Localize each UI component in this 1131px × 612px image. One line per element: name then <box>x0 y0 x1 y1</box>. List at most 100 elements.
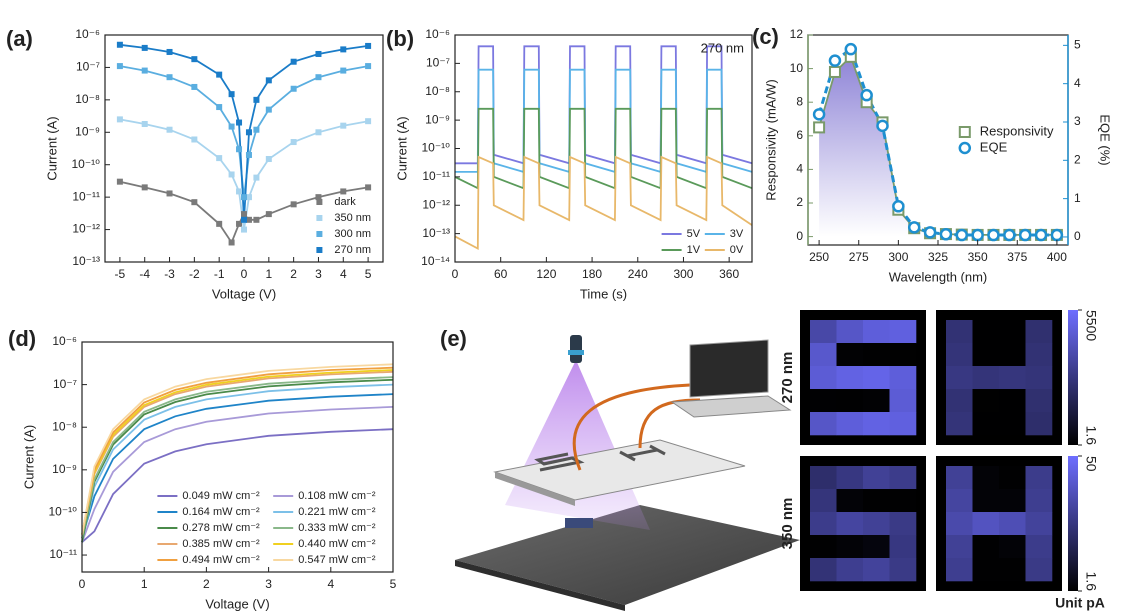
legend-label: 0.164 mW cm⁻² <box>182 506 260 518</box>
y-tick-label: 10⁻⁹ <box>75 124 100 138</box>
y-tick-label: 10⁻⁷ <box>76 60 100 74</box>
heatmap-cell <box>999 489 1026 513</box>
legend-label: 0.440 mW cm⁻² <box>298 538 376 550</box>
y2-tick-label: 4 <box>1074 76 1081 90</box>
light-source <box>570 335 582 363</box>
y2-tick-label: 3 <box>1074 114 1081 128</box>
data-point <box>315 129 322 136</box>
light-beam <box>505 360 650 530</box>
y-axis-label: Current (A) <box>21 425 36 489</box>
data-point <box>241 216 247 223</box>
data-point <box>860 88 873 102</box>
legend-label: 3V <box>730 228 744 240</box>
x-tick-label: 400 <box>1047 250 1067 264</box>
data-point <box>340 46 347 53</box>
series-line <box>81 376 394 539</box>
data-point <box>265 156 272 163</box>
data-point <box>245 129 252 136</box>
legend-label: 0.221 mW cm⁻² <box>298 506 376 518</box>
y-tick-label: 6 <box>796 128 803 142</box>
data-point <box>116 116 123 123</box>
heatmap-cell <box>972 466 1000 490</box>
heatmap-cell <box>810 535 837 559</box>
heatmap-cell <box>946 512 973 536</box>
heatmap-cell <box>810 389 837 413</box>
heatmap-cell <box>889 466 917 490</box>
data-point <box>923 226 937 239</box>
electrode-h <box>619 444 666 462</box>
heatmap-cell <box>889 343 917 367</box>
heatmap-cell <box>999 412 1026 436</box>
heatmap-cell <box>863 466 890 490</box>
x-tick-label: 180 <box>582 267 602 281</box>
legend-label: 0.278 mW cm⁻² <box>182 522 260 534</box>
legend-symbol <box>316 199 323 205</box>
heatmap-cell <box>889 412 917 436</box>
annotation: 270 nm <box>701 40 744 55</box>
y-tick-label: 10⁻¹¹ <box>422 169 450 183</box>
data-point <box>290 139 297 146</box>
data-point <box>828 54 842 67</box>
heatmap-cell <box>946 489 973 513</box>
legend-label: 0.547 mW cm⁻² <box>298 554 376 566</box>
device-chip <box>565 518 593 528</box>
legend-label: 270 nm <box>334 244 371 256</box>
y-tick-label: 10⁻⁹ <box>52 462 77 476</box>
data-point <box>1034 228 1048 242</box>
data-point <box>315 74 322 81</box>
legend-label: 0.108 mW cm⁻² <box>298 490 376 502</box>
data-point <box>191 83 198 90</box>
x-tick-label: 275 <box>849 250 869 264</box>
y2-tick-label: 1 <box>1074 191 1081 205</box>
heatmap-cell <box>999 389 1026 413</box>
data-point <box>365 63 372 70</box>
panel-label: (c) <box>752 24 779 49</box>
x-tick-label: 3 <box>315 267 322 281</box>
x-tick-label: 2 <box>290 267 297 281</box>
x-tick-label: 4 <box>327 577 334 591</box>
heatmap-cell <box>1025 489 1053 513</box>
data-point <box>166 74 173 81</box>
heatmap-cell <box>946 389 973 413</box>
data-point <box>265 77 272 84</box>
heatmap-cell <box>999 535 1026 559</box>
legend-label: 0.494 mW cm⁻² <box>182 554 260 566</box>
data-point <box>228 239 235 246</box>
series-line <box>119 65 369 198</box>
y-tick-label: 10⁻⁸ <box>425 84 450 98</box>
heatmap-cell <box>836 558 864 582</box>
data-point <box>290 85 297 92</box>
heatmap-cell <box>863 489 890 513</box>
data-point <box>253 174 260 181</box>
heatmap-cell <box>810 320 837 344</box>
legend-label: dark <box>334 196 356 208</box>
x-tick-label: 360 <box>719 267 739 281</box>
data-point <box>290 58 297 65</box>
y-axis-label: Current (A) <box>44 116 59 180</box>
y-tick-label: 10⁻⁷ <box>53 377 77 391</box>
y-tick-label: 10⁻⁷ <box>426 56 450 70</box>
heatmap-cell <box>999 512 1026 536</box>
data-point <box>216 104 223 111</box>
laptop-screen <box>689 339 769 398</box>
data-point <box>907 221 921 234</box>
heatmap-cell <box>972 535 1000 559</box>
heatmap-cell <box>863 535 890 559</box>
heatmap-cell <box>946 366 973 390</box>
data-point <box>1003 228 1016 242</box>
data-point <box>228 123 235 130</box>
x-tick-label: 1 <box>265 267 272 281</box>
series-line <box>81 393 394 539</box>
y-tick-label: 10⁻¹¹ <box>49 547 77 561</box>
x-tick-label: 1 <box>141 577 148 591</box>
data-point <box>141 67 148 74</box>
y-tick-label: 10 <box>790 61 804 75</box>
substrate-edge <box>455 560 625 611</box>
heatmap-cell <box>1025 512 1053 536</box>
data-point <box>340 67 347 74</box>
x-tick-label: 0 <box>79 577 86 591</box>
y2-tick-label: 5 <box>1074 38 1081 52</box>
data-point <box>365 184 372 191</box>
x-tick-label: 120 <box>536 267 556 281</box>
series-line <box>81 366 394 535</box>
